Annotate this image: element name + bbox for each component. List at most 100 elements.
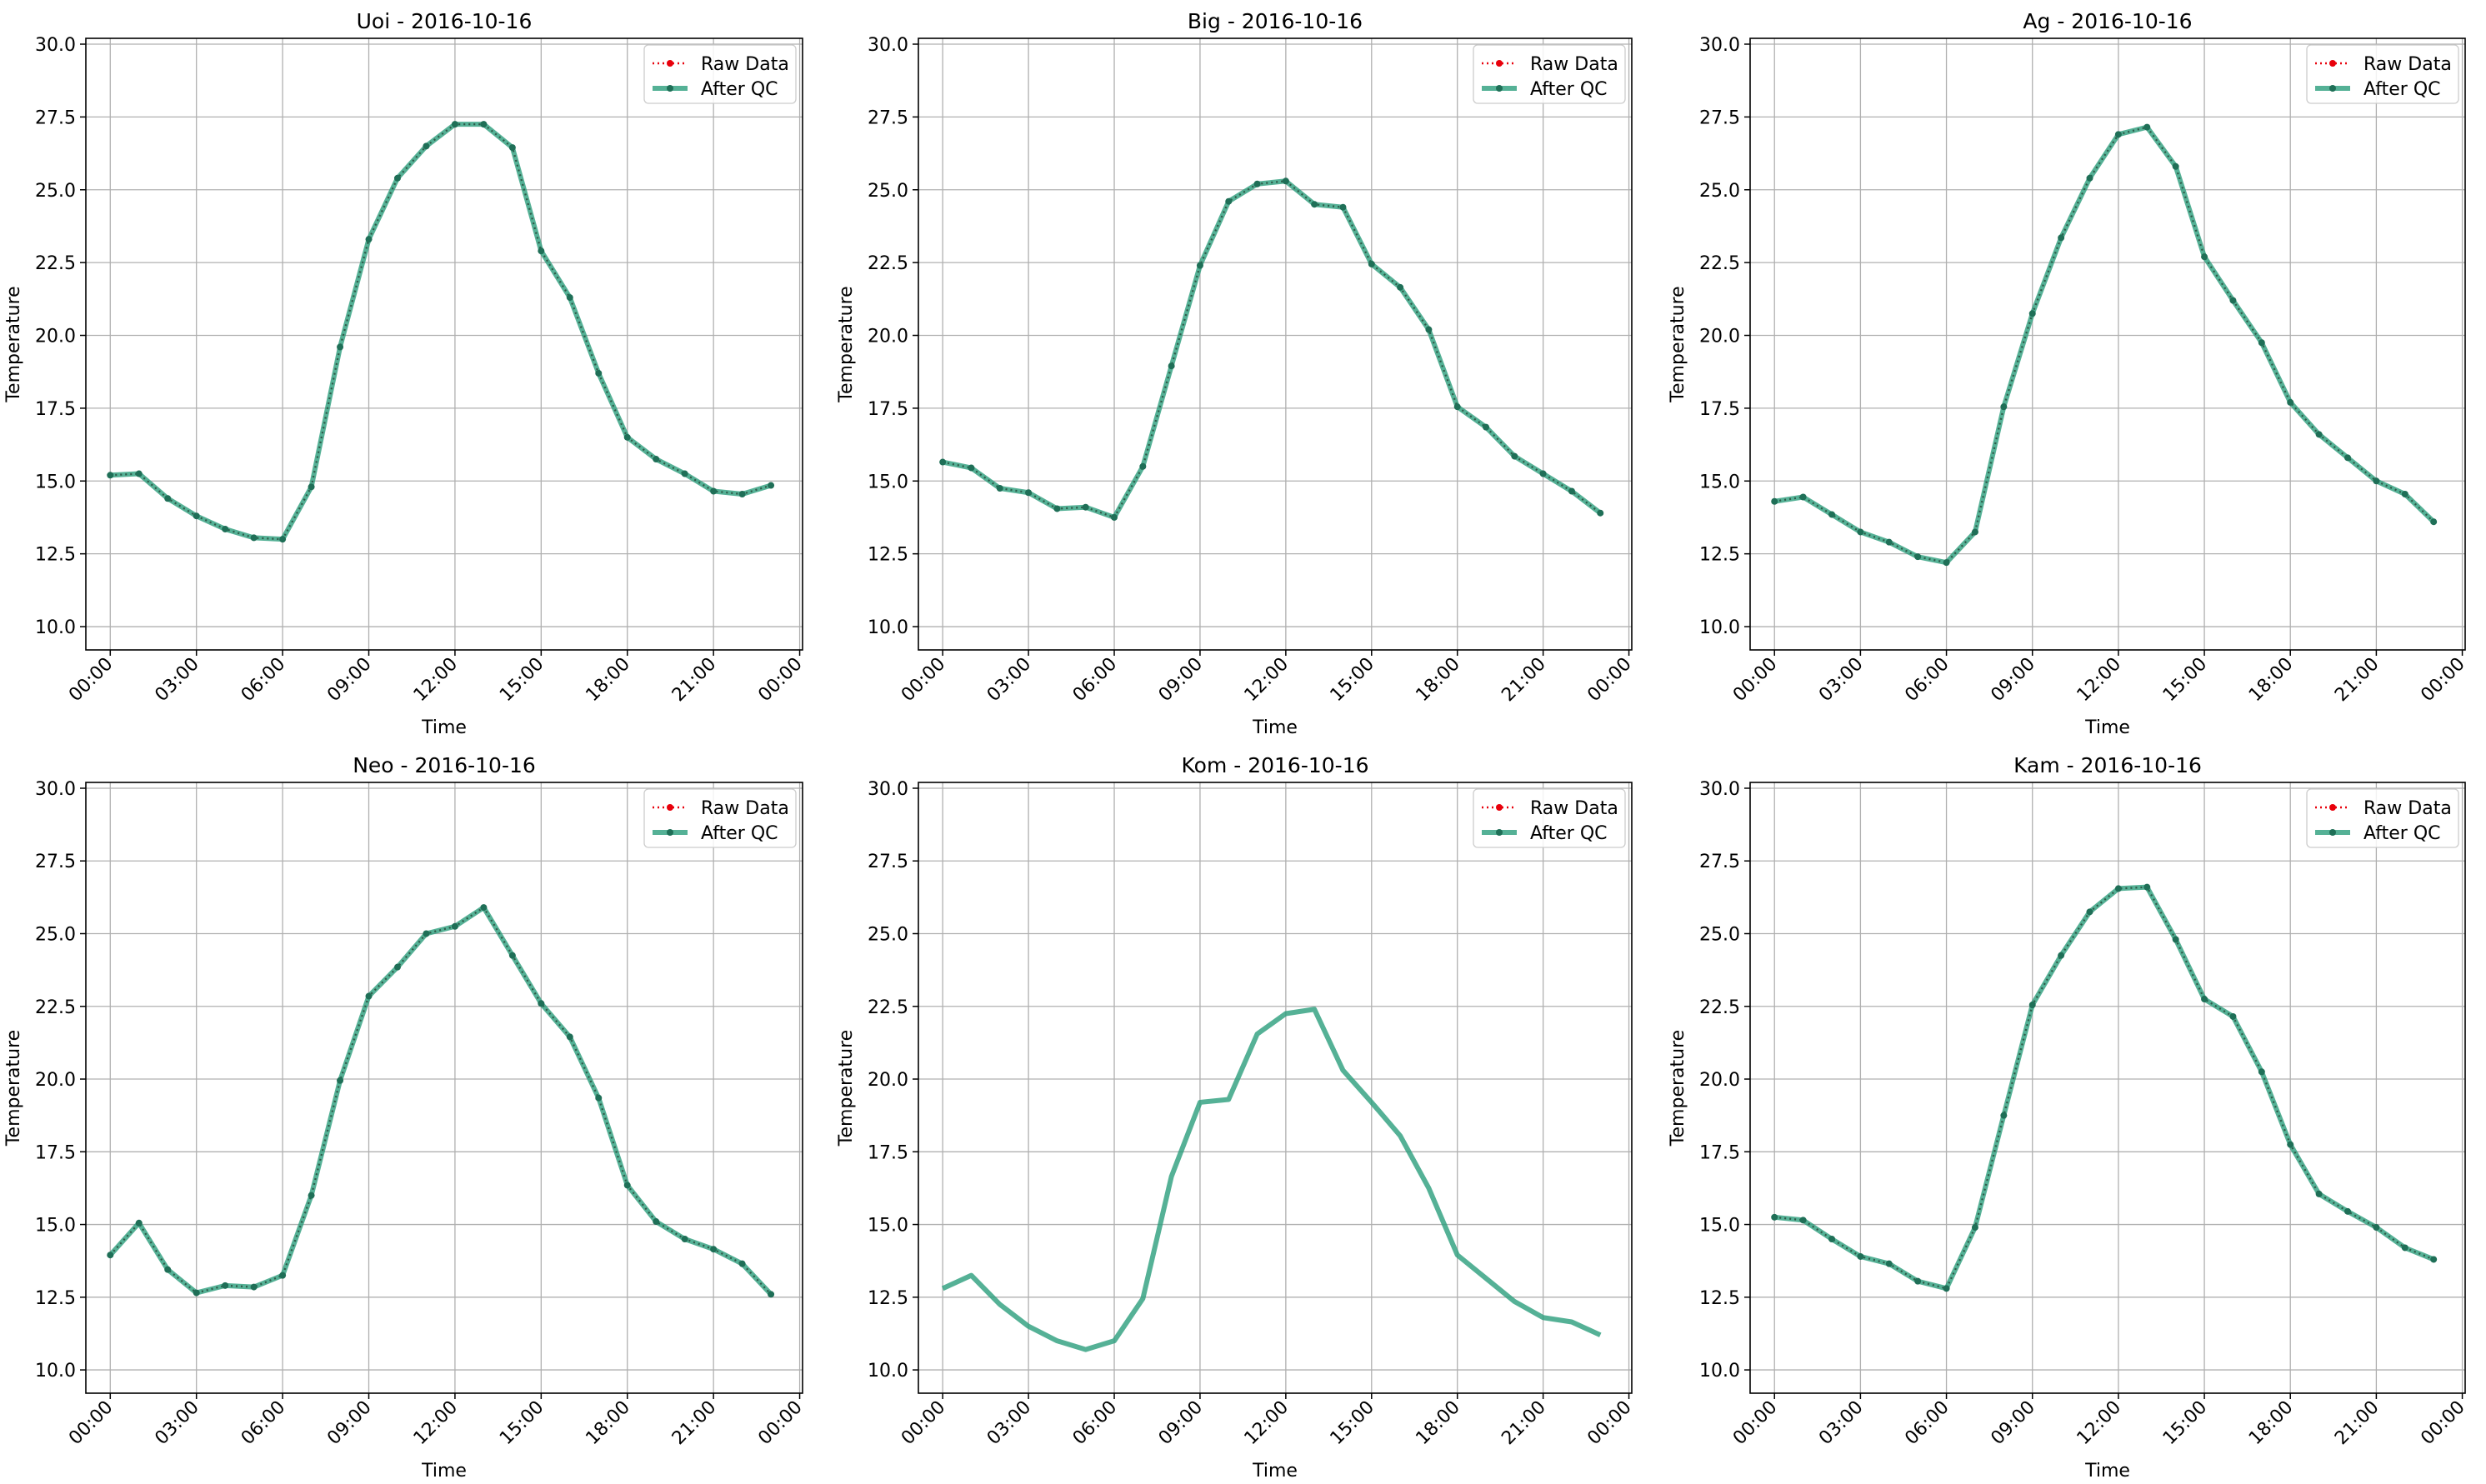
qc-data-point	[1397, 283, 1404, 291]
qc-data-point	[2000, 1112, 2008, 1119]
legend-raw-marker	[667, 60, 673, 67]
y-tick-label: 25.0	[35, 925, 76, 946]
qc-data-point	[1168, 362, 1175, 370]
y-tick-label: 25.0	[1699, 925, 1740, 946]
y-tick-label: 25.0	[1699, 181, 1740, 202]
qc-data-point	[164, 1266, 172, 1273]
y-tick-label: 30.0	[1699, 779, 1740, 800]
y-tick-label: 15.0	[868, 1216, 908, 1237]
subplot-2: 00:00 03:00 06:00 09:00 12:00 15:00 18:00 21:00…	[836, 9, 1636, 738]
x-axis-label: Time	[421, 717, 467, 738]
qc-data-point	[2344, 1207, 2352, 1215]
x-tick-label: 21:00	[2331, 1397, 2383, 1450]
y-tick-label: 10.0	[868, 617, 908, 638]
qc-data-point	[1053, 505, 1061, 512]
plot-frame	[85, 37, 803, 651]
x-tick-label: 09:00	[323, 1397, 376, 1450]
x-tick-label: 21:00	[1498, 654, 1550, 707]
qc-data-point	[2373, 477, 2380, 485]
qc-data-point	[2143, 883, 2151, 891]
qc-data-point	[107, 1252, 114, 1259]
qc-data-point	[337, 1077, 344, 1084]
qc-data-point	[996, 485, 1003, 492]
x-tick-label: 09:00	[1987, 654, 2039, 707]
x-tick-label: 06:00	[1069, 654, 1122, 707]
qc-data-point	[508, 144, 516, 152]
x-tick-label: 00:00	[1583, 1397, 1636, 1450]
qc-data-point	[1914, 1277, 1922, 1285]
qc-data-point	[939, 458, 947, 466]
y-tick-label: 30.0	[35, 35, 76, 56]
x-tick-label: 12:00	[2073, 1397, 2126, 1450]
qc-data-point	[250, 534, 258, 542]
qc-data-point	[1771, 1213, 1778, 1221]
legend-raw-marker	[667, 804, 673, 811]
legend-raw-marker	[2329, 804, 2336, 811]
subplot-3: 00:00 03:00 06:00 09:00 12:00 15:00 18:00 21:00…	[1668, 9, 2469, 738]
qc-data-point	[135, 1219, 143, 1227]
y-axis-label: Temperature	[836, 286, 857, 402]
qc-data-point	[1828, 1236, 1836, 1243]
y-tick-label: 27.5	[1699, 107, 1740, 128]
qc-data-point	[1971, 1224, 1978, 1232]
qc-data-point	[107, 472, 114, 479]
qc-data-point	[1568, 487, 1575, 495]
qc-data-point	[2229, 297, 2237, 304]
qc-data-point	[1971, 528, 1978, 536]
qc-data-point	[1943, 1285, 1950, 1292]
qc-data-point	[365, 236, 373, 243]
y-tick-label: 30.0	[35, 779, 76, 800]
qc-data-point	[968, 464, 975, 472]
qc-data-point	[480, 904, 488, 912]
qc-data-point	[738, 1260, 746, 1267]
qc-data-point	[1771, 497, 1778, 505]
qc-data-point	[451, 922, 458, 930]
x-axis-label: Time	[2084, 1461, 2130, 1482]
qc-data-point	[566, 1033, 573, 1041]
y-tick-label: 17.5	[868, 1142, 908, 1163]
qc-data-point	[1885, 1260, 1893, 1267]
raw-overlay-line	[942, 180, 1601, 519]
x-axis-label: Time	[2084, 717, 2130, 738]
qc-data-point	[2143, 123, 2151, 131]
qc-data-point	[2114, 131, 2122, 138]
y-tick-label: 22.5	[868, 253, 908, 274]
raw-data-line	[110, 122, 772, 541]
legend-qc-marker	[667, 85, 673, 92]
x-tick-label: 00:00	[65, 654, 118, 707]
legend-raw-marker	[1496, 60, 1503, 67]
qc-data-point	[2028, 1002, 2036, 1009]
y-tick-label: 10.0	[35, 617, 76, 638]
subplot-title: Neo - 2016-10-16	[353, 753, 536, 777]
x-tick-label: 18:00	[582, 1397, 634, 1450]
y-tick-label: 20.0	[868, 327, 908, 347]
subplot-4: 00:00 03:00 06:00 09:00 12:00 15:00 18:00 21:00…	[3, 753, 807, 1482]
x-tick-label: 00:00	[65, 1397, 118, 1450]
y-tick-label: 20.0	[868, 1070, 908, 1091]
qc-data-point	[1483, 423, 1490, 431]
qc-data-point	[423, 142, 430, 150]
y-tick-label: 27.5	[868, 852, 908, 872]
y-tick-label: 15.0	[35, 1216, 76, 1237]
qc-data-point	[1857, 1252, 1864, 1260]
x-tick-label: 03:00	[151, 654, 203, 707]
plot-frame	[1749, 782, 2466, 1394]
qc-data-point	[2287, 1141, 2294, 1148]
x-tick-label: 00:00	[898, 1397, 950, 1450]
qc-data-point	[2172, 936, 2179, 943]
y-tick-label: 30.0	[1699, 35, 1740, 56]
qc-data-point	[538, 1000, 545, 1007]
x-tick-label: 15:00	[2159, 1397, 2212, 1450]
y-tick-label: 20.0	[1699, 327, 1740, 347]
x-tick-label: 06:00	[1069, 1397, 1122, 1450]
qc-data-point	[393, 963, 401, 971]
x-tick-label: 18:00	[2245, 1397, 2298, 1450]
qc-data-point	[738, 491, 746, 498]
x-tick-label: 00:00	[754, 1397, 807, 1450]
qc-data-point	[1139, 462, 1147, 470]
x-tick-label: 00:00	[1729, 654, 1782, 707]
qc-data-point	[2058, 952, 2065, 959]
qc-data-point	[2401, 1244, 2408, 1252]
x-tick-label: 00:00	[754, 654, 807, 707]
